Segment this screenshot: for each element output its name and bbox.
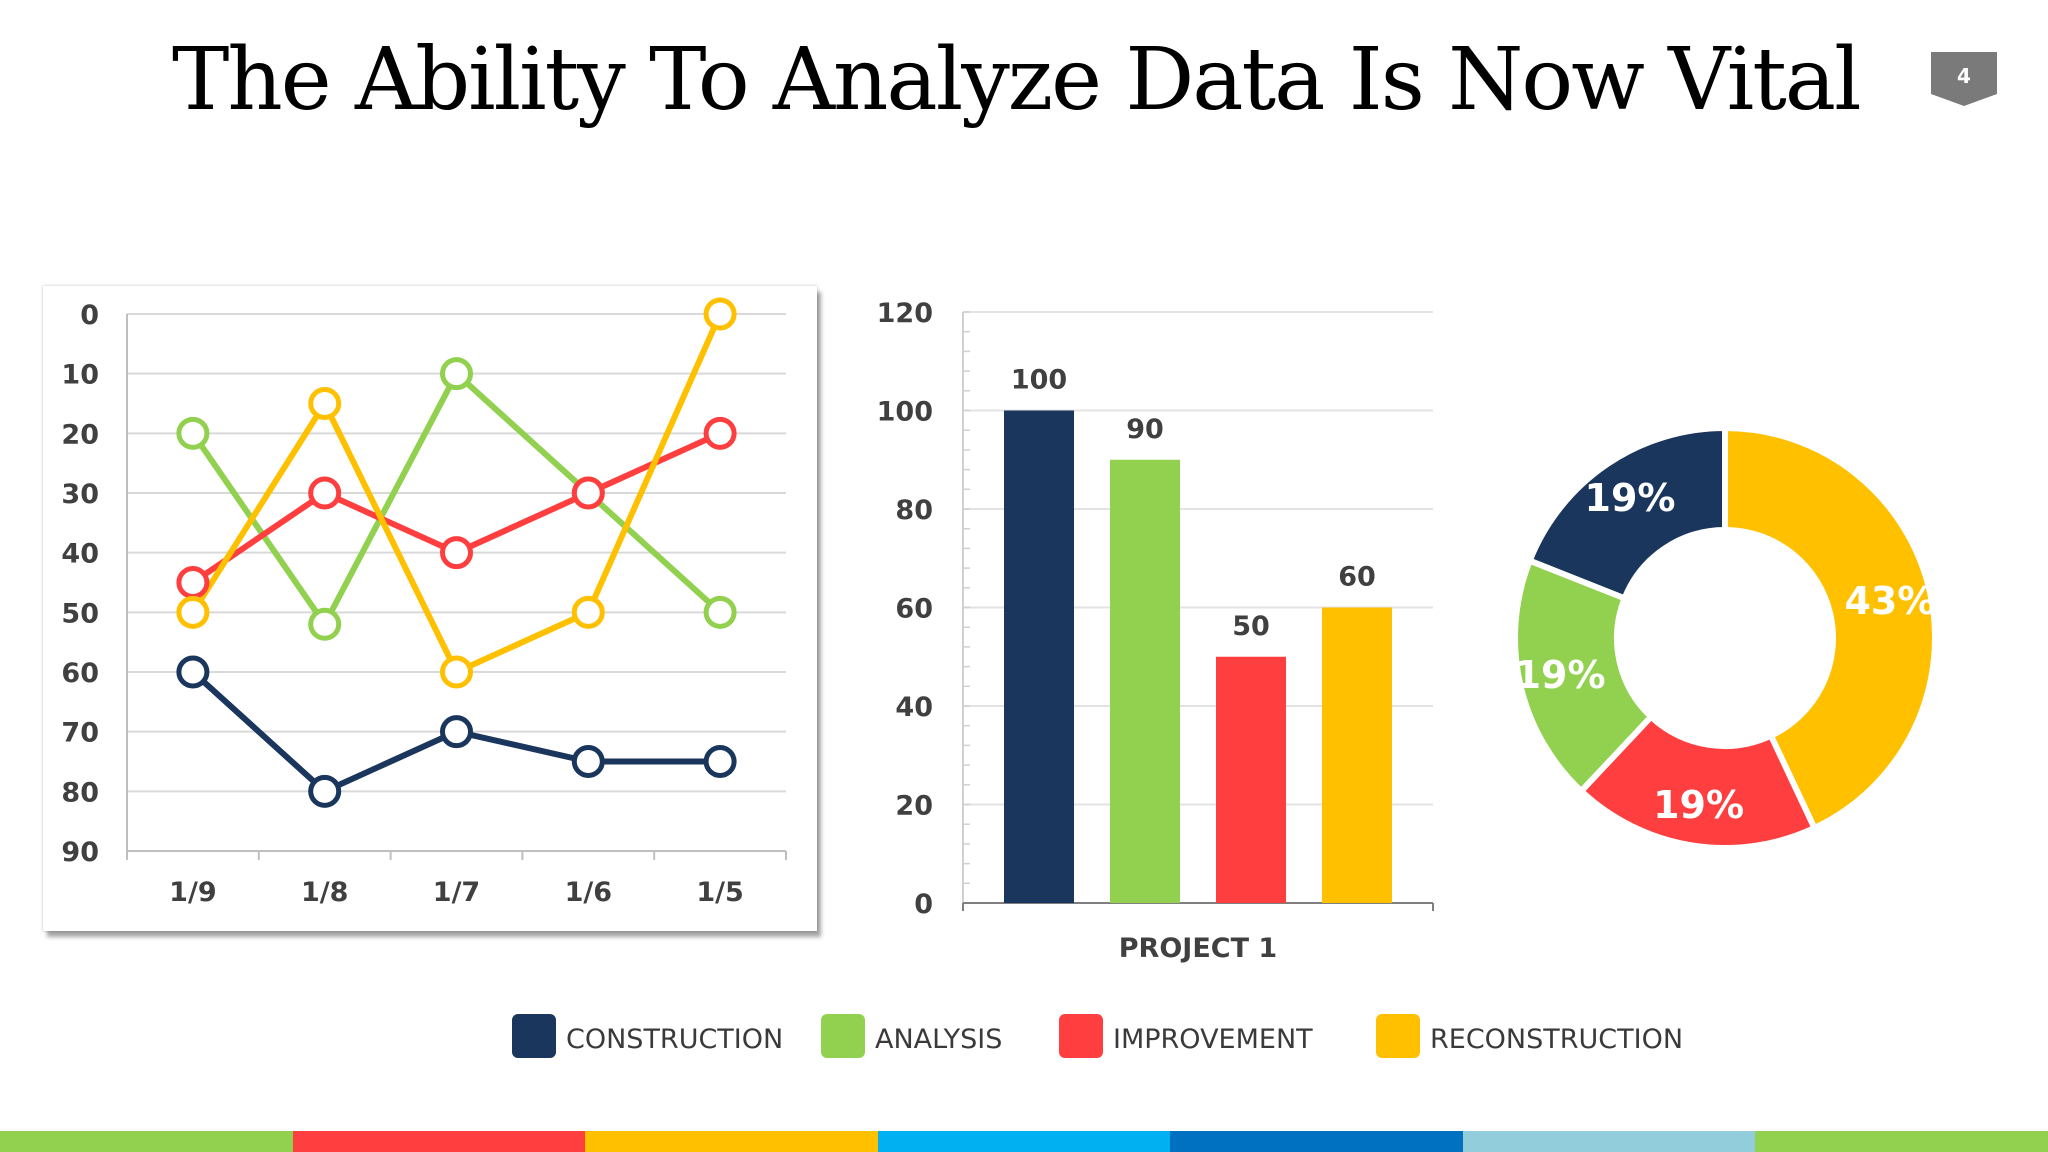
legend-label-improvement: IMPROVEMENT: [1113, 1024, 1313, 1055]
bar-improvement: [1216, 656, 1286, 903]
bar-reconstruction: [1322, 607, 1392, 903]
bar-chart-y-tick: 80: [895, 495, 933, 526]
legend-label-analysis: ANALYSIS: [875, 1024, 1003, 1055]
bar-chart-y-tick: 20: [895, 791, 933, 822]
line-point-analysis: [703, 595, 737, 629]
line-chart-x-tick: 1/5: [696, 877, 743, 908]
line-point-analysis: [308, 607, 342, 641]
page-number: 4: [1957, 64, 1971, 88]
stripe-segment: [1755, 1131, 2048, 1152]
line-point-improvement: [703, 416, 737, 450]
line-chart-y-tick: 70: [61, 718, 99, 749]
slide-title: The Ability To Analyze Data Is Now Vital: [172, 30, 1862, 130]
line-point-analysis: [440, 357, 473, 391]
legend-label-construction: CONSTRUCTION: [566, 1024, 784, 1055]
donut-slice-improvement: [1577, 712, 1819, 851]
bar-data-label: 100: [1011, 365, 1067, 396]
line-point-improvement: [440, 536, 473, 570]
line-chart: 0 10 20 30 40 50 60 70 80 90 1/9 1/8 1/7 1/6 1/5: [61, 297, 787, 908]
stripe-segment: [585, 1131, 878, 1152]
line-point-construction: [571, 745, 605, 778]
bar-chart-y-tick: 0: [914, 889, 933, 920]
bar-chart-y-tick: 60: [895, 594, 933, 625]
line-point-improvement: [308, 476, 342, 510]
donut-data-label: 19%: [1585, 476, 1676, 520]
donut-slice-analysis: [1512, 556, 1656, 796]
page-badge-shape: [1931, 52, 1997, 106]
line-chart-y-tick: 40: [61, 539, 99, 570]
legend-swatch-construction: [512, 1014, 556, 1058]
legend-swatch-improvement: [1059, 1014, 1103, 1058]
donut-slice-reconstruction: [1722, 424, 1938, 833]
bar-construction: [1004, 410, 1074, 903]
donut-data-label: 19%: [1515, 653, 1606, 697]
stripe-segment: [292, 1131, 586, 1152]
bar-chart-y-tick: 100: [877, 397, 933, 428]
bar-chart-y-tick: 40: [895, 692, 933, 723]
line-chart-y-tick: 0: [80, 300, 99, 331]
stripe-segment: [877, 1131, 1171, 1152]
bar-data-label: 50: [1232, 611, 1270, 642]
line-chart-x-tick: 1/6: [565, 877, 612, 908]
line-point-analysis: [176, 416, 210, 450]
bottom-color-stripe: [0, 1131, 2048, 1152]
line-chart-y-tick: 10: [61, 360, 99, 391]
legend-swatch-analysis: [821, 1014, 865, 1058]
line-point-construction: [703, 745, 737, 778]
line-chart-x-tick: 1/7: [433, 877, 480, 908]
legend-swatch-reconstruction: [1376, 1014, 1420, 1058]
line-chart-y-tick: 90: [61, 837, 99, 868]
line-chart-y-tick: 80: [61, 777, 99, 808]
bar-data-label: 60: [1338, 562, 1376, 593]
bar-chart: 0 20 40 60 80 100 120 100 90 50 60 PROJECT 1: [877, 298, 1434, 964]
chart-legend: CONSTRUCTION ANALYSIS IMPROVEMENT RECONS…: [0, 1010, 2048, 1070]
line-point-construction: [440, 715, 473, 749]
stripe-segment: [1462, 1131, 1756, 1152]
legend-label-reconstruction: RECONSTRUCTION: [1430, 1024, 1684, 1055]
line-chart-x-tick: 1/8: [301, 877, 348, 908]
line-chart-y-tick: 50: [61, 598, 99, 629]
line-point-improvement: [571, 476, 605, 510]
line-point-reconstruction: [440, 655, 473, 689]
line-point-reconstruction: [176, 595, 210, 629]
line-chart-y-tick: 20: [61, 419, 99, 450]
donut-slice-construction: [1525, 424, 1728, 603]
bar-analysis: [1110, 459, 1180, 903]
donut-data-label: 19%: [1653, 783, 1744, 827]
bar-data-label: 90: [1126, 414, 1164, 445]
line-point-reconstruction: [308, 387, 342, 420]
line-point-reconstruction: [703, 297, 737, 331]
stripe-segment: [1170, 1131, 1463, 1152]
line-chart-y-tick: 60: [61, 658, 99, 689]
bar-chart-y-tick: 120: [877, 298, 933, 329]
donut-data-label: 43%: [1844, 579, 1935, 623]
line-point-construction: [176, 655, 210, 689]
line-chart-panel: 0 10 20 30 40 50 60 70 80 90 1/9 1/8 1/7 1/6 1/5: [43, 286, 817, 931]
page-number-badge: 4: [1931, 52, 1997, 106]
line-chart-x-tick: 1/9: [169, 877, 216, 908]
stripe-segment: [0, 1131, 293, 1152]
bar-chart-x-tick: PROJECT 1: [1119, 933, 1277, 964]
donut-chart: 43% 19% 19% 19%: [1512, 424, 1938, 851]
line-chart-y-tick: 30: [61, 479, 99, 510]
line-point-reconstruction: [571, 595, 605, 629]
line-point-construction: [308, 774, 342, 808]
